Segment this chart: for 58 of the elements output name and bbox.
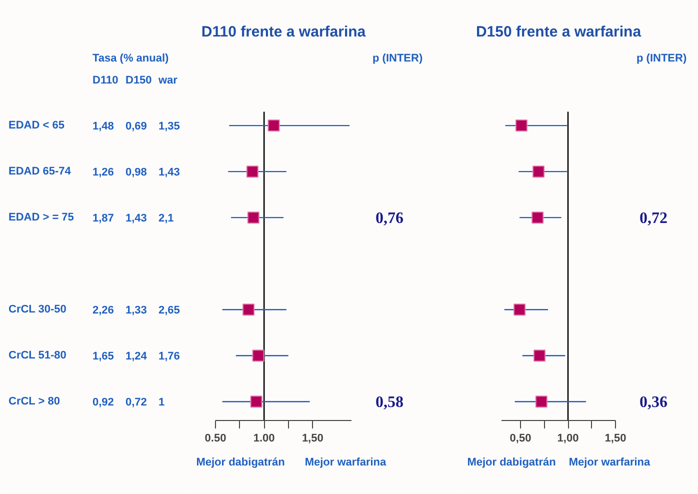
data-label: 1,43 (158, 166, 180, 179)
point (252, 350, 264, 362)
data-label: 2,1 (158, 212, 174, 225)
category-label: CrCL > 80 (8, 396, 60, 408)
category-label: CrCL 51-80 (8, 350, 66, 362)
data-label: 1,43 (126, 212, 147, 225)
point (535, 396, 548, 408)
data-label: 1,33 (126, 304, 147, 317)
text: 0,58 (376, 394, 404, 412)
data-label: 1,26 (92, 166, 114, 179)
text: 0,36 (640, 394, 668, 412)
chart-title: D150 frente a warfarina (476, 24, 642, 40)
data-label: 0,69 (126, 120, 147, 133)
text: Mejor dabigatrán (196, 456, 286, 468)
x-tick-label: 1,00 (557, 432, 579, 444)
x-tick-label: 0,50 (510, 432, 532, 444)
data-label: 1,76 (158, 350, 180, 363)
point (532, 166, 545, 178)
point (534, 350, 546, 362)
data-label: 1,35 (158, 120, 180, 133)
legend-label: D150 (126, 74, 152, 86)
x-tick-label: 1.00 (253, 432, 275, 444)
data-label: 0,72 (126, 396, 147, 409)
text: p (INTER) (636, 52, 687, 64)
x-tick-label: 1,50 (302, 432, 324, 444)
text: p (INTER) (372, 52, 423, 64)
data-label: 1,24 (126, 350, 148, 363)
text: Mejor dabigatrán (467, 456, 556, 468)
data-label: 1 (158, 396, 165, 409)
text: Mejor warfarina (304, 456, 388, 468)
legend-label: D110 (92, 74, 118, 86)
chart-title: D110 frente a warfarina (201, 24, 366, 40)
data-label: 1,87 (92, 212, 114, 225)
point (532, 212, 544, 224)
point (268, 120, 280, 132)
point (514, 304, 526, 316)
x-tick-label: 0.50 (204, 432, 226, 444)
legend-label: war (158, 74, 178, 86)
category-label: EDAD > = 75 (8, 212, 74, 224)
data-label: 1,65 (92, 350, 114, 363)
category-label: EDAD 65-74 (8, 166, 72, 178)
category-label: CrCL 30-50 (8, 304, 66, 316)
data-label: 2,26 (92, 304, 114, 317)
data-label: 0,92 (92, 396, 114, 409)
data-label: 2,65 (158, 304, 180, 317)
x-tick-label: 1,50 (604, 432, 626, 444)
point (247, 212, 260, 224)
point (250, 396, 262, 408)
text: Mejor warfarina (568, 456, 652, 468)
point (515, 120, 528, 132)
data-label: 0,98 (126, 166, 147, 179)
point (246, 166, 258, 178)
text: 0,72 (640, 210, 668, 228)
category-label: EDAD < 65 (8, 120, 64, 132)
text: 0,76 (376, 210, 404, 228)
text: Tasa (% anual) (92, 52, 170, 64)
point (242, 304, 255, 316)
data-label: 1,48 (92, 120, 114, 133)
